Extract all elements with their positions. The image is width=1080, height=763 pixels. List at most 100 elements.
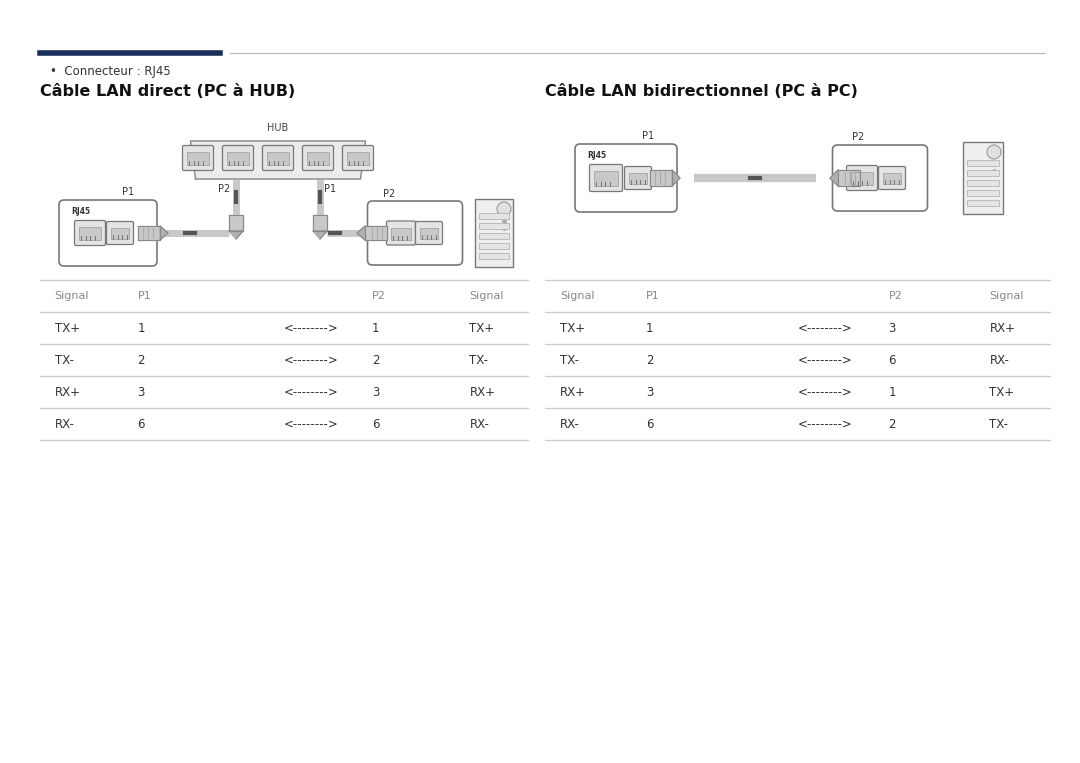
Polygon shape [229, 231, 243, 239]
Circle shape [497, 202, 511, 216]
FancyBboxPatch shape [575, 144, 677, 212]
Text: •  Connecteur : RJ45: • Connecteur : RJ45 [50, 65, 171, 78]
Text: 3: 3 [137, 385, 145, 398]
Bar [967, 170, 999, 176]
Polygon shape [190, 141, 365, 179]
Circle shape [987, 145, 1001, 159]
Bar [307, 152, 329, 165]
Bar [480, 233, 509, 239]
FancyBboxPatch shape [624, 166, 651, 189]
FancyBboxPatch shape [342, 146, 374, 170]
Text: RX-: RX- [55, 417, 75, 430]
Text: 3: 3 [646, 385, 653, 398]
Text: Signal: Signal [470, 291, 504, 301]
Text: Signal: Signal [561, 291, 595, 301]
Polygon shape [138, 226, 160, 240]
Bar [475, 199, 513, 267]
Text: Câble LAN direct (PC à HUB): Câble LAN direct (PC à HUB) [40, 83, 295, 98]
Polygon shape [672, 170, 680, 186]
Text: 2: 2 [646, 353, 653, 366]
Polygon shape [838, 170, 860, 186]
Bar [480, 253, 509, 259]
Text: TX-: TX- [561, 353, 579, 366]
Text: 2: 2 [137, 353, 145, 366]
Text: TX+: TX+ [55, 321, 80, 334]
Bar [420, 228, 438, 239]
Text: P2: P2 [889, 291, 902, 301]
Text: <-------->: <--------> [284, 417, 339, 430]
Text: 2: 2 [372, 353, 379, 366]
Text: TX-: TX- [470, 353, 488, 366]
Polygon shape [357, 226, 365, 240]
Text: P1: P1 [646, 291, 660, 301]
Text: <-------->: <--------> [284, 353, 339, 366]
Text: RJ45: RJ45 [71, 207, 90, 216]
Polygon shape [313, 215, 327, 231]
Text: RX-: RX- [470, 417, 489, 430]
Text: RX-: RX- [989, 353, 1010, 366]
Text: RX+: RX+ [55, 385, 81, 398]
Text: RJ45: RJ45 [588, 151, 606, 160]
Polygon shape [365, 226, 387, 240]
Text: HUB: HUB [268, 123, 288, 133]
Bar [187, 152, 210, 165]
FancyBboxPatch shape [833, 145, 928, 211]
Text: <-------->: <--------> [284, 321, 339, 334]
Text: 1: 1 [137, 321, 145, 334]
Bar [629, 173, 647, 184]
Text: P2: P2 [372, 291, 386, 301]
Text: TX+: TX+ [561, 321, 585, 334]
Text: TX+: TX+ [470, 321, 495, 334]
Bar [480, 223, 509, 229]
Text: P1: P1 [122, 187, 134, 197]
Text: 6: 6 [889, 353, 896, 366]
FancyBboxPatch shape [262, 146, 294, 170]
Text: 2: 2 [889, 417, 896, 430]
Polygon shape [160, 226, 168, 240]
Text: TX+: TX+ [989, 385, 1014, 398]
Text: TX-: TX- [55, 353, 73, 366]
FancyBboxPatch shape [847, 166, 877, 191]
Polygon shape [650, 170, 672, 186]
Text: RX-: RX- [561, 417, 580, 430]
Bar [883, 173, 901, 184]
Text: <-------->: <--------> [284, 385, 339, 398]
FancyBboxPatch shape [107, 221, 134, 244]
Text: 1: 1 [372, 321, 379, 334]
Bar [480, 243, 509, 249]
Bar [851, 172, 873, 185]
Text: P1: P1 [324, 184, 336, 194]
Bar [79, 227, 102, 240]
Text: <-------->: <--------> [797, 353, 852, 366]
Text: P1: P1 [137, 291, 151, 301]
Text: RX+: RX+ [470, 385, 496, 398]
Bar [967, 160, 999, 166]
Bar [391, 227, 411, 240]
Text: P2: P2 [218, 184, 230, 194]
Polygon shape [831, 170, 838, 186]
Polygon shape [229, 215, 243, 231]
FancyBboxPatch shape [590, 165, 622, 192]
FancyBboxPatch shape [183, 146, 214, 170]
Bar [347, 152, 369, 165]
Text: 3: 3 [889, 321, 895, 334]
Text: 6: 6 [646, 417, 653, 430]
Bar [967, 200, 999, 206]
Bar [963, 142, 1003, 214]
Text: <-------->: <--------> [797, 321, 852, 334]
Text: <-------->: <--------> [797, 417, 852, 430]
FancyBboxPatch shape [302, 146, 334, 170]
Text: Signal: Signal [989, 291, 1024, 301]
FancyBboxPatch shape [416, 221, 443, 244]
Bar [480, 213, 509, 219]
Polygon shape [313, 231, 327, 239]
Bar [967, 180, 999, 186]
Bar [267, 152, 289, 165]
Bar [594, 171, 618, 186]
FancyBboxPatch shape [59, 200, 157, 266]
Text: 3: 3 [372, 385, 379, 398]
FancyBboxPatch shape [878, 166, 905, 189]
Text: 1: 1 [889, 385, 896, 398]
Text: Câble LAN bidirectionnel (PC à PC): Câble LAN bidirectionnel (PC à PC) [545, 83, 858, 98]
Text: TX-: TX- [989, 417, 1009, 430]
